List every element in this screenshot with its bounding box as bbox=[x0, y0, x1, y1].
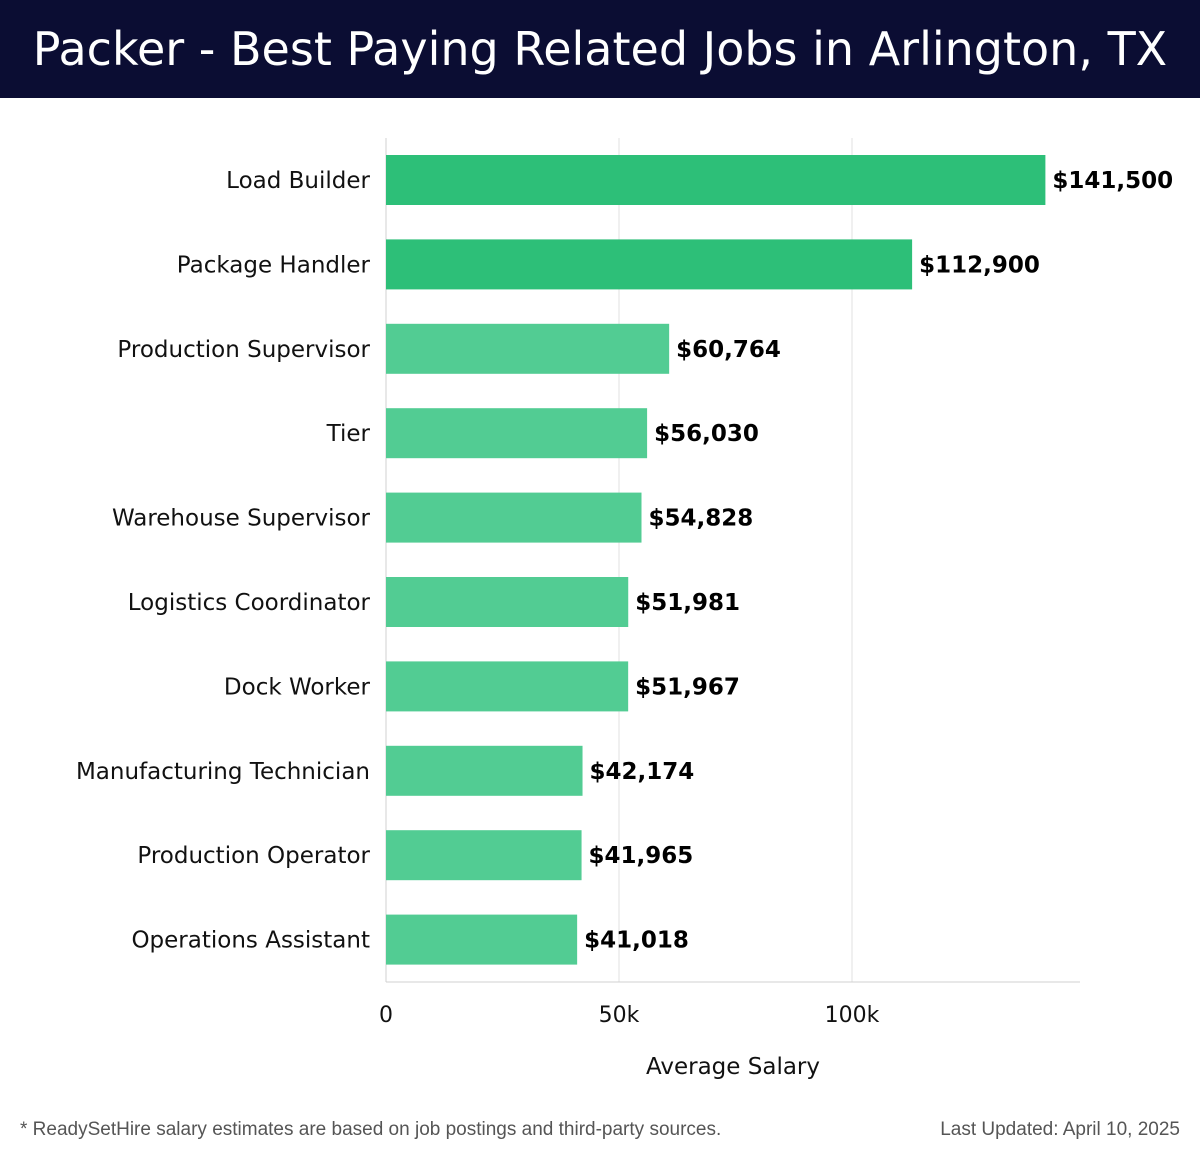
value-label: $56,030 bbox=[654, 421, 759, 447]
category-label: Logistics Coordinator bbox=[128, 590, 371, 616]
bar bbox=[386, 492, 642, 543]
footnote: * ReadySetHire salary estimates are base… bbox=[20, 1119, 722, 1140]
bar bbox=[386, 577, 629, 627]
bar bbox=[386, 745, 583, 796]
chart-header: Packer - Best Paying Related Jobs in Arl… bbox=[0, 0, 1200, 98]
x-tick-label: 100k bbox=[825, 1003, 880, 1028]
x-axis-title: Average Salary bbox=[646, 1054, 820, 1080]
category-label: Dock Worker bbox=[224, 674, 371, 700]
bar bbox=[386, 661, 629, 712]
bar bbox=[386, 914, 578, 965]
value-label: $41,018 bbox=[584, 928, 689, 954]
value-label: $41,965 bbox=[589, 843, 694, 869]
category-label: Load Builder bbox=[226, 168, 370, 194]
category-label: Warehouse Supervisor bbox=[112, 506, 371, 532]
value-label: $51,981 bbox=[635, 590, 740, 616]
x-tick-label: 50k bbox=[599, 1003, 640, 1028]
bar bbox=[386, 239, 913, 290]
value-label: $141,500 bbox=[1052, 168, 1173, 194]
category-label: Production Operator bbox=[137, 843, 370, 869]
value-label: $60,764 bbox=[676, 337, 781, 363]
value-label: $54,828 bbox=[648, 506, 753, 532]
category-label: Package Handler bbox=[177, 252, 371, 278]
value-label: $112,900 bbox=[919, 252, 1040, 278]
category-label: Operations Assistant bbox=[131, 928, 370, 954]
category-label: Tier bbox=[326, 421, 371, 447]
category-label: Production Supervisor bbox=[117, 337, 370, 363]
value-label: $51,967 bbox=[635, 674, 740, 700]
x-tick-label: 0 bbox=[379, 1003, 393, 1028]
last-updated: Last Updated: April 10, 2025 bbox=[940, 1119, 1180, 1140]
bar bbox=[386, 323, 670, 374]
value-label: $42,174 bbox=[590, 759, 695, 785]
bar bbox=[386, 155, 1046, 205]
chart-title: Packer - Best Paying Related Jobs in Arl… bbox=[32, 22, 1168, 76]
category-label: Manufacturing Technician bbox=[76, 759, 370, 785]
bar bbox=[386, 408, 648, 459]
bar bbox=[386, 830, 582, 881]
